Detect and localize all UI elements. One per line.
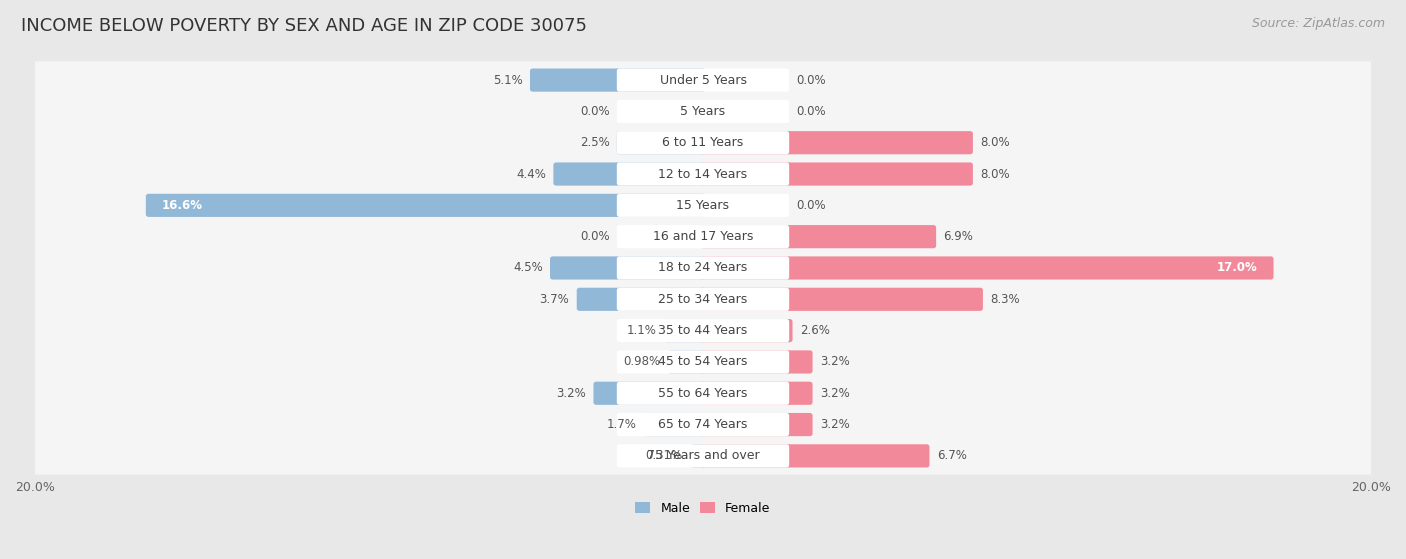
- FancyBboxPatch shape: [617, 131, 706, 154]
- FancyBboxPatch shape: [700, 131, 973, 154]
- FancyBboxPatch shape: [24, 124, 1382, 162]
- FancyBboxPatch shape: [24, 93, 1382, 130]
- FancyBboxPatch shape: [617, 350, 789, 373]
- FancyBboxPatch shape: [550, 257, 706, 280]
- FancyBboxPatch shape: [700, 163, 973, 186]
- FancyBboxPatch shape: [617, 257, 789, 280]
- FancyBboxPatch shape: [700, 413, 813, 436]
- Text: 18 to 24 Years: 18 to 24 Years: [658, 262, 748, 274]
- Text: 55 to 64 Years: 55 to 64 Years: [658, 387, 748, 400]
- FancyBboxPatch shape: [24, 218, 1382, 255]
- Text: Under 5 Years: Under 5 Years: [659, 74, 747, 87]
- Text: 1.7%: 1.7%: [606, 418, 636, 431]
- FancyBboxPatch shape: [24, 281, 1382, 318]
- FancyBboxPatch shape: [617, 319, 789, 342]
- FancyBboxPatch shape: [24, 61, 1382, 99]
- Text: 3.7%: 3.7%: [540, 293, 569, 306]
- Text: 35 to 44 Years: 35 to 44 Years: [658, 324, 748, 337]
- Text: 0.98%: 0.98%: [623, 356, 661, 368]
- FancyBboxPatch shape: [700, 288, 983, 311]
- FancyBboxPatch shape: [617, 194, 789, 217]
- Text: 16 and 17 Years: 16 and 17 Years: [652, 230, 754, 243]
- FancyBboxPatch shape: [24, 406, 1382, 443]
- FancyBboxPatch shape: [617, 413, 789, 436]
- FancyBboxPatch shape: [24, 343, 1382, 381]
- Text: 15 Years: 15 Years: [676, 199, 730, 212]
- FancyBboxPatch shape: [24, 187, 1382, 224]
- Text: 3.2%: 3.2%: [820, 387, 849, 400]
- Text: 0.0%: 0.0%: [579, 105, 609, 118]
- FancyBboxPatch shape: [700, 319, 793, 342]
- FancyBboxPatch shape: [24, 375, 1382, 412]
- Text: 65 to 74 Years: 65 to 74 Years: [658, 418, 748, 431]
- Text: 16.6%: 16.6%: [162, 199, 202, 212]
- Text: 8.0%: 8.0%: [980, 168, 1010, 181]
- Text: 0.0%: 0.0%: [797, 105, 827, 118]
- Text: 8.0%: 8.0%: [980, 136, 1010, 149]
- Text: 3.2%: 3.2%: [557, 387, 586, 400]
- FancyBboxPatch shape: [146, 194, 706, 217]
- Text: 3.2%: 3.2%: [820, 356, 849, 368]
- FancyBboxPatch shape: [617, 131, 789, 154]
- Text: 0.0%: 0.0%: [797, 74, 827, 87]
- FancyBboxPatch shape: [24, 249, 1382, 287]
- Text: 75 Years and over: 75 Years and over: [647, 449, 759, 462]
- Text: 3.2%: 3.2%: [820, 418, 849, 431]
- FancyBboxPatch shape: [700, 350, 813, 373]
- Legend: Male, Female: Male, Female: [630, 497, 776, 520]
- Text: 4.5%: 4.5%: [513, 262, 543, 274]
- FancyBboxPatch shape: [24, 155, 1382, 193]
- FancyBboxPatch shape: [593, 382, 706, 405]
- FancyBboxPatch shape: [617, 444, 789, 467]
- Text: 5 Years: 5 Years: [681, 105, 725, 118]
- FancyBboxPatch shape: [24, 312, 1382, 349]
- FancyBboxPatch shape: [617, 69, 789, 92]
- Text: 17.0%: 17.0%: [1216, 262, 1257, 274]
- FancyBboxPatch shape: [576, 288, 706, 311]
- FancyBboxPatch shape: [700, 225, 936, 248]
- FancyBboxPatch shape: [617, 100, 789, 123]
- Text: 5.1%: 5.1%: [494, 74, 523, 87]
- Text: 45 to 54 Years: 45 to 54 Years: [658, 356, 748, 368]
- FancyBboxPatch shape: [554, 163, 706, 186]
- FancyBboxPatch shape: [617, 288, 789, 311]
- FancyBboxPatch shape: [617, 163, 789, 186]
- FancyBboxPatch shape: [617, 225, 789, 248]
- Text: 6.9%: 6.9%: [943, 230, 973, 243]
- FancyBboxPatch shape: [24, 437, 1382, 475]
- Text: 25 to 34 Years: 25 to 34 Years: [658, 293, 748, 306]
- FancyBboxPatch shape: [617, 382, 789, 405]
- Text: 6 to 11 Years: 6 to 11 Years: [662, 136, 744, 149]
- FancyBboxPatch shape: [700, 382, 813, 405]
- Text: 2.6%: 2.6%: [800, 324, 830, 337]
- Text: 6.7%: 6.7%: [936, 449, 967, 462]
- Text: 0.0%: 0.0%: [579, 230, 609, 243]
- Text: 0.31%: 0.31%: [645, 449, 683, 462]
- FancyBboxPatch shape: [668, 350, 706, 373]
- Text: 1.1%: 1.1%: [626, 324, 657, 337]
- Text: 4.4%: 4.4%: [516, 168, 546, 181]
- FancyBboxPatch shape: [700, 444, 929, 467]
- Text: 8.3%: 8.3%: [990, 293, 1019, 306]
- Text: Source: ZipAtlas.com: Source: ZipAtlas.com: [1251, 17, 1385, 30]
- Text: 12 to 14 Years: 12 to 14 Years: [658, 168, 748, 181]
- Text: 2.5%: 2.5%: [579, 136, 609, 149]
- Text: 0.0%: 0.0%: [797, 199, 827, 212]
- FancyBboxPatch shape: [530, 69, 706, 92]
- Text: INCOME BELOW POVERTY BY SEX AND AGE IN ZIP CODE 30075: INCOME BELOW POVERTY BY SEX AND AGE IN Z…: [21, 17, 588, 35]
- FancyBboxPatch shape: [664, 319, 706, 342]
- FancyBboxPatch shape: [700, 257, 1274, 280]
- FancyBboxPatch shape: [644, 413, 706, 436]
- FancyBboxPatch shape: [690, 444, 706, 467]
